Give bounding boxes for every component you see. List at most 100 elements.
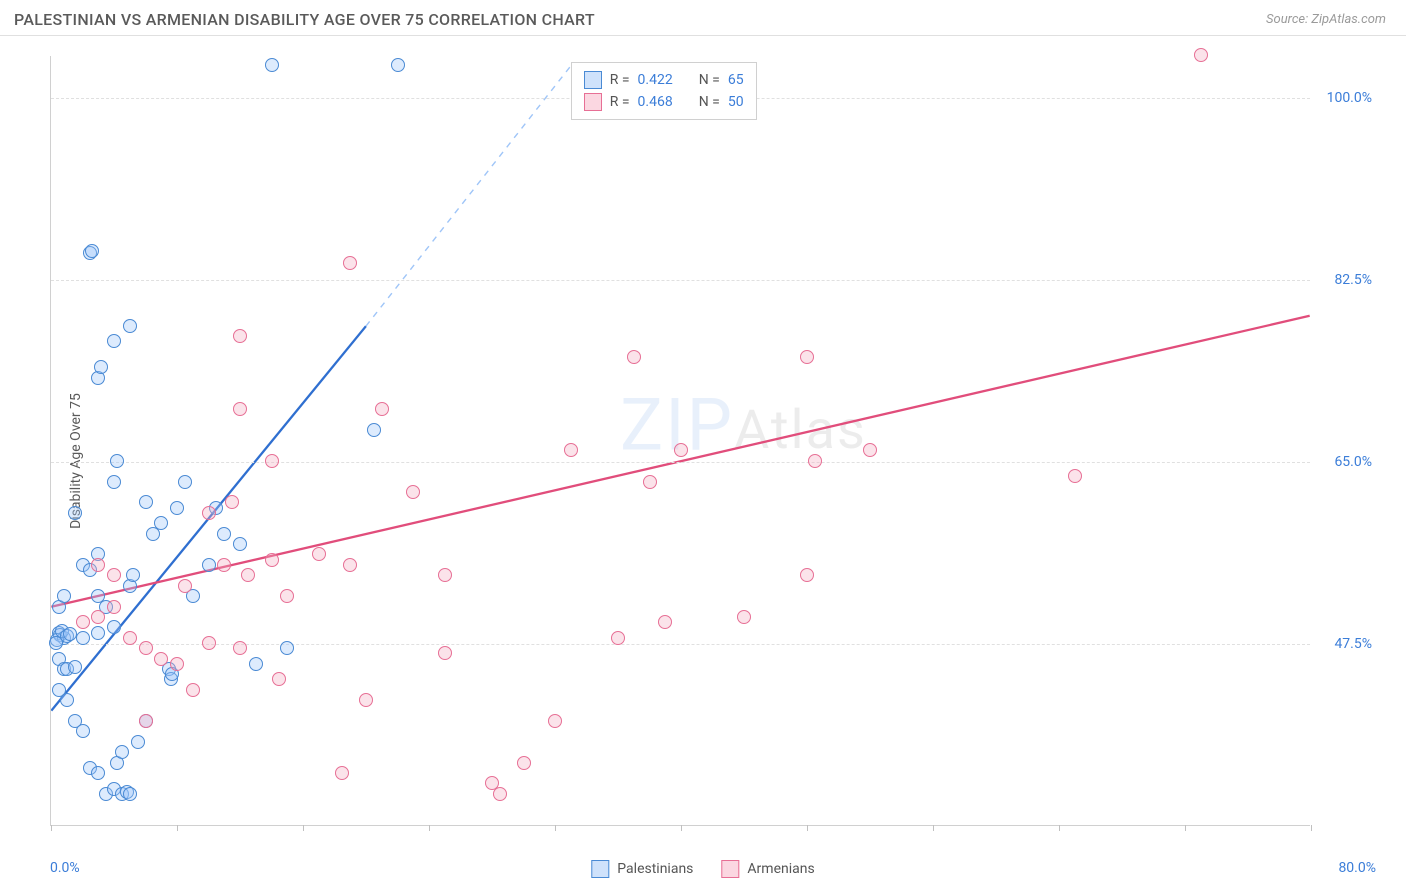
data-point — [265, 58, 279, 72]
data-point — [178, 475, 192, 489]
data-point — [76, 631, 90, 645]
data-point — [178, 579, 192, 593]
data-point — [85, 244, 99, 258]
x-tick — [1059, 825, 1060, 831]
data-point — [202, 636, 216, 650]
data-point — [548, 714, 562, 728]
stats-swatch — [584, 71, 602, 89]
trend-line-extrapolated — [366, 66, 570, 326]
data-point — [115, 745, 129, 759]
stats-box: R =0.422N =65R =0.468N =50 — [571, 62, 757, 120]
data-point — [438, 568, 452, 582]
data-point — [123, 787, 137, 801]
data-point — [265, 553, 279, 567]
stats-row: R =0.422N =65 — [584, 69, 744, 91]
data-point — [107, 620, 121, 634]
gridline — [51, 462, 1310, 463]
data-point — [643, 475, 657, 489]
x-tick — [177, 825, 178, 831]
data-point — [107, 475, 121, 489]
data-point — [359, 693, 373, 707]
data-point — [312, 547, 326, 561]
x-axis-max-label: 80.0% — [1338, 860, 1376, 876]
gridline — [51, 280, 1310, 281]
data-point — [658, 615, 672, 629]
data-point — [154, 652, 168, 666]
watermark: ZIPAtlas — [620, 383, 867, 468]
x-tick — [1311, 825, 1312, 831]
legend-label: Palestinians — [617, 861, 693, 877]
data-point — [107, 568, 121, 582]
data-point — [76, 615, 90, 629]
x-tick — [1185, 825, 1186, 831]
stats-swatch — [584, 93, 602, 111]
stats-n-label: N = — [699, 94, 720, 110]
y-tick-label: 100.0% — [1327, 90, 1372, 106]
chart-source: Source: ZipAtlas.com — [1266, 12, 1386, 27]
data-point — [131, 735, 145, 749]
data-point — [170, 657, 184, 671]
trend-lines-layer — [51, 56, 1310, 825]
y-tick-label: 65.0% — [1334, 454, 1372, 470]
data-point — [110, 454, 124, 468]
data-point — [737, 610, 751, 624]
data-point — [1068, 469, 1082, 483]
stats-row: R =0.468N =50 — [584, 91, 744, 113]
x-tick — [933, 825, 934, 831]
data-point — [233, 402, 247, 416]
data-point — [94, 360, 108, 374]
legend-item: Palestinians — [591, 860, 693, 878]
data-point — [863, 443, 877, 457]
data-point — [202, 558, 216, 572]
data-point — [186, 683, 200, 697]
y-tick-label: 47.5% — [1334, 636, 1372, 652]
data-point — [241, 568, 255, 582]
data-point — [438, 646, 452, 660]
data-point — [233, 537, 247, 551]
data-point — [139, 495, 153, 509]
watermark-b: Atlas — [734, 399, 867, 462]
stats-r-label: R = — [610, 72, 630, 88]
data-point — [91, 766, 105, 780]
chart-container: Disability Age Over 75 ZIPAtlas 47.5%65.… — [0, 36, 1406, 886]
legend-swatch — [591, 860, 609, 878]
data-point — [49, 636, 63, 650]
data-point — [170, 501, 184, 515]
data-point — [265, 454, 279, 468]
data-point — [217, 558, 231, 572]
data-point — [808, 454, 822, 468]
legend-label: Armenians — [747, 861, 814, 877]
stats-r-value: 0.422 — [638, 72, 673, 88]
data-point — [154, 516, 168, 530]
data-point — [217, 527, 231, 541]
legend-swatch — [721, 860, 739, 878]
data-point — [343, 558, 357, 572]
data-point — [406, 485, 420, 499]
data-point — [517, 756, 531, 770]
data-point — [800, 350, 814, 364]
data-point — [233, 641, 247, 655]
data-point — [335, 766, 349, 780]
data-point — [343, 256, 357, 270]
chart-title: PALESTINIAN VS ARMENIAN DISABILITY AGE O… — [14, 10, 595, 29]
data-point — [107, 334, 121, 348]
data-point — [91, 610, 105, 624]
data-point — [225, 495, 239, 509]
y-tick-label: 82.5% — [1334, 272, 1372, 288]
data-point — [375, 402, 389, 416]
data-point — [91, 626, 105, 640]
x-tick — [303, 825, 304, 831]
x-tick — [555, 825, 556, 831]
data-point — [76, 724, 90, 738]
data-point — [202, 506, 216, 520]
x-tick — [807, 825, 808, 831]
stats-n-value: 50 — [728, 94, 744, 110]
x-axis-min-label: 0.0% — [50, 860, 80, 876]
data-point — [91, 558, 105, 572]
data-point — [627, 350, 641, 364]
data-point — [60, 693, 74, 707]
data-point — [68, 506, 82, 520]
data-point — [564, 443, 578, 457]
stats-r-value: 0.468 — [638, 94, 673, 110]
data-point — [107, 600, 121, 614]
